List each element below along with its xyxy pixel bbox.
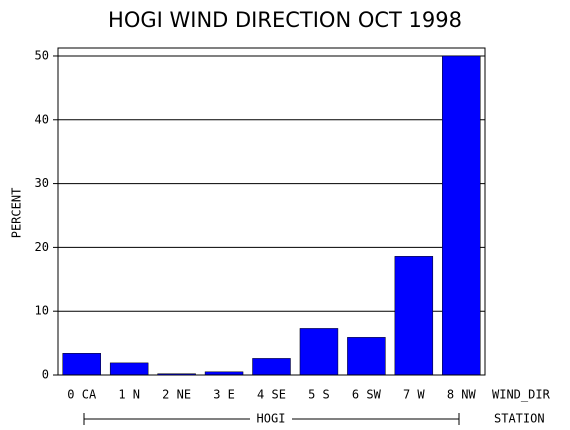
x-tick-label: 0 CA	[67, 388, 97, 402]
chart-title: HOGI WIND DIRECTION OCT 1998	[108, 8, 462, 32]
y-tick-label: 0	[42, 368, 49, 382]
bar	[347, 337, 386, 376]
x-axis-label: WIND_DIR	[492, 388, 551, 402]
bar	[252, 358, 291, 376]
y-tick-label: 30	[35, 176, 49, 190]
y-tick-label: 40	[35, 112, 49, 126]
x-tick-label: 8 NW	[447, 388, 477, 402]
x-tick-label: 5 S	[308, 388, 330, 402]
y-tick-label: 10	[35, 304, 49, 318]
plot-frame	[57, 47, 486, 376]
bar	[442, 55, 481, 376]
y-tick-label: 50	[35, 48, 49, 62]
x-tick-label: 1 N	[118, 388, 140, 402]
bar	[299, 328, 339, 376]
group-label: HOGI	[257, 412, 286, 426]
x-tick-label: 6 SW	[352, 388, 382, 402]
y-tick-label: 20	[35, 240, 49, 254]
y-axis-label: PERCENT	[10, 188, 24, 239]
x-tick-label: 7 W	[403, 388, 425, 402]
bar	[109, 362, 149, 376]
bar	[62, 353, 101, 376]
x-tick-label: 3 E	[213, 388, 235, 402]
bar	[394, 256, 434, 376]
x-tick-label: 4 SE	[257, 388, 286, 402]
group-axis-label: STATION	[494, 412, 545, 426]
x-tick-label: 2 NE	[162, 388, 191, 402]
